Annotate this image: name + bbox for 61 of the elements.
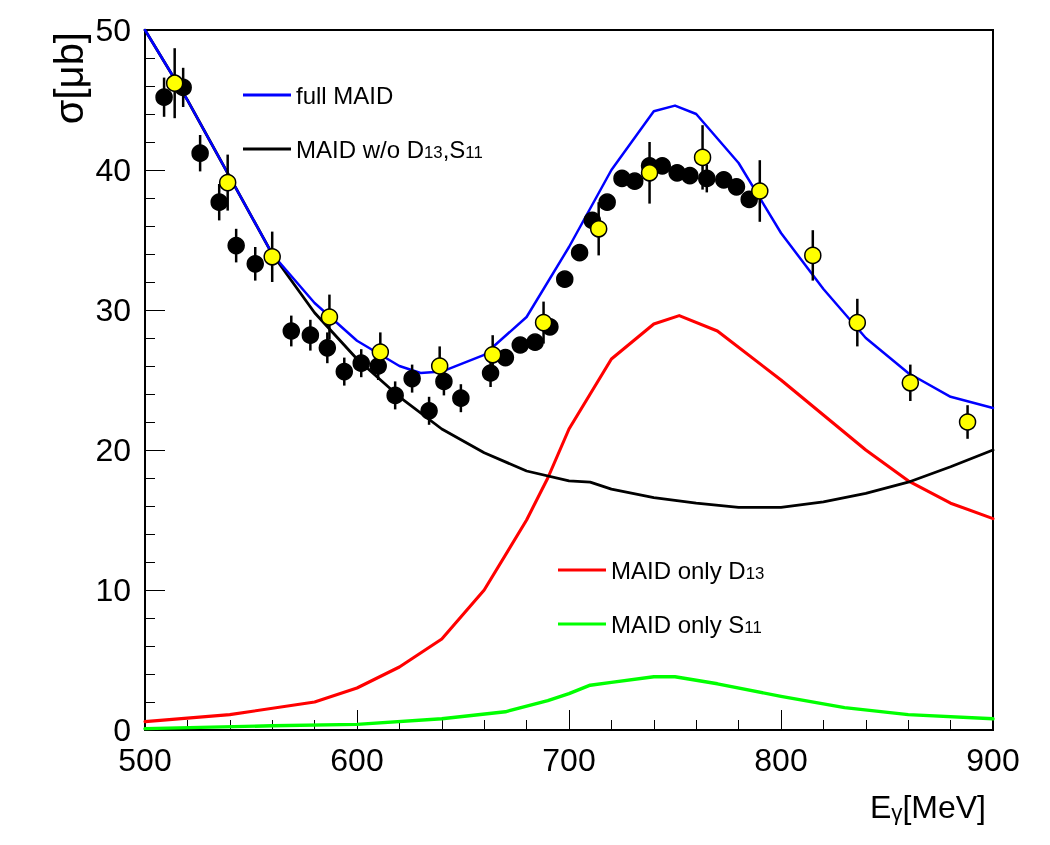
point: [958, 413, 977, 431]
point: [483, 346, 502, 364]
point: [403, 369, 421, 388]
point: [435, 372, 453, 391]
legend-label: MAID only S11: [611, 610, 762, 638]
point: [371, 343, 390, 361]
point: [191, 144, 209, 162]
point: [804, 246, 822, 265]
point: [589, 220, 608, 238]
x-tick-label: 600: [330, 742, 384, 778]
legend-label: MAID w/o D13,S11: [296, 135, 483, 163]
x-axis-title: Eγ[MeV]: [869, 789, 986, 825]
point: [155, 88, 173, 106]
point: [301, 326, 320, 344]
point: [282, 322, 301, 340]
point: [556, 270, 574, 288]
point: [369, 357, 387, 375]
point: [751, 182, 769, 200]
y-tick-label: 20: [95, 432, 131, 468]
legend-label: full MAID: [296, 81, 394, 109]
line-series: [143, 28, 995, 410]
point: [218, 173, 237, 192]
legend-label: MAID only D13: [611, 556, 765, 584]
point: [165, 74, 184, 92]
y-tick-label: 10: [95, 572, 131, 608]
point: [481, 364, 500, 382]
point: [511, 336, 529, 354]
point: [320, 308, 339, 326]
y-axis-title: σ[μb]: [47, 32, 91, 125]
point: [452, 389, 470, 407]
point: [901, 374, 920, 392]
point: [430, 357, 449, 375]
point: [210, 193, 228, 211]
point: [598, 193, 616, 211]
point: [534, 313, 553, 332]
point: [318, 339, 337, 357]
point: [246, 255, 264, 273]
point: [526, 333, 544, 351]
point: [263, 248, 281, 266]
point: [625, 172, 644, 190]
point: [352, 354, 370, 372]
point: [420, 402, 438, 420]
point: [693, 148, 712, 167]
point: [727, 178, 746, 196]
point: [386, 386, 404, 405]
x-tick-label: 700: [542, 742, 596, 778]
point: [640, 164, 659, 182]
point: [570, 243, 589, 262]
point: [698, 169, 716, 188]
y-tick-label: 30: [95, 292, 131, 328]
x-tick-label: 800: [754, 742, 808, 778]
point: [848, 313, 867, 332]
line-series: [143, 314, 995, 724]
y-tick-label: 40: [95, 152, 131, 188]
point: [335, 362, 354, 381]
x-tick-label: 900: [966, 742, 1020, 778]
y-tick-label: 50: [95, 12, 131, 48]
point: [227, 236, 245, 255]
point: [681, 166, 699, 185]
point: [715, 171, 733, 189]
line-series: [143, 675, 995, 731]
